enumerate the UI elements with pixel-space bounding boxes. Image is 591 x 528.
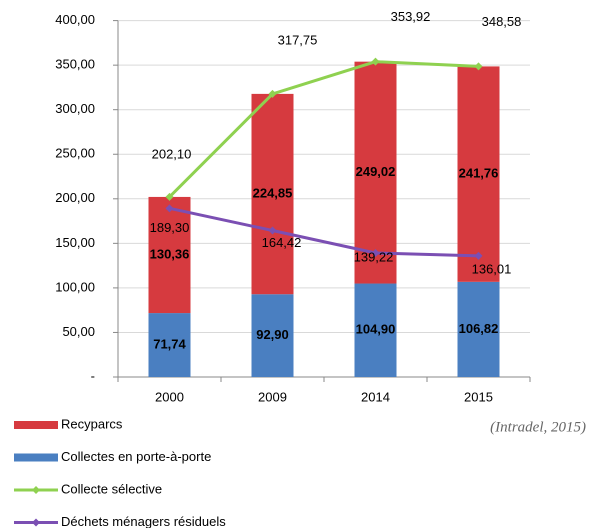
bar-value-label: 71,74 bbox=[153, 336, 186, 351]
marker bbox=[474, 62, 483, 71]
legend-label: Collecte sélective bbox=[61, 481, 162, 496]
x-tick-label: 2015 bbox=[464, 389, 493, 404]
bar-value-label: 241,76 bbox=[459, 166, 499, 181]
bar bbox=[148, 196, 191, 314]
bar-value-label: 224,85 bbox=[253, 185, 293, 200]
line-value-label: 139,22 bbox=[354, 249, 394, 264]
line-value-label: 202,10 bbox=[152, 146, 192, 161]
x-tick-label: 2014 bbox=[361, 389, 390, 404]
y-tick-label: 250,00 bbox=[55, 146, 95, 161]
marker bbox=[474, 251, 483, 260]
line bbox=[169, 206, 479, 258]
legend-label: Recyparcs bbox=[61, 416, 123, 431]
bar bbox=[251, 294, 294, 377]
bar-value-label: 130,36 bbox=[150, 246, 190, 261]
legend-swatch bbox=[14, 421, 58, 429]
bar bbox=[354, 61, 397, 284]
source: (Intradel, 2015) bbox=[490, 419, 586, 435]
bar-value-label: 104,90 bbox=[356, 322, 396, 337]
marker bbox=[165, 204, 174, 213]
bar bbox=[457, 66, 500, 282]
legend-marker bbox=[32, 486, 40, 494]
y-tick-label: 300,00 bbox=[55, 101, 95, 116]
legend-swatch bbox=[14, 453, 58, 462]
line-value-label: 348,58 bbox=[482, 14, 522, 29]
y-tick-label: 100,00 bbox=[55, 279, 95, 294]
marker bbox=[371, 57, 380, 66]
bar-value-label: 106,82 bbox=[459, 321, 499, 336]
bar bbox=[354, 283, 397, 377]
line bbox=[168, 60, 479, 198]
marker bbox=[371, 248, 380, 257]
line-value-label: 164,42 bbox=[262, 235, 302, 250]
y-tick-label: 200,00 bbox=[55, 190, 95, 205]
y-tick-label: - bbox=[91, 368, 95, 383]
line-value-label: 189,30 bbox=[150, 220, 190, 235]
x-tick-label: 2009 bbox=[258, 389, 287, 404]
bar-value-label: 92,90 bbox=[256, 327, 289, 342]
legend-label: Déchets ménagers résiduels bbox=[61, 514, 226, 528]
bar bbox=[251, 93, 294, 295]
legend-marker bbox=[32, 518, 40, 527]
line-value-label: 353,92 bbox=[391, 9, 431, 24]
y-tick-label: 400,00 bbox=[55, 12, 95, 27]
bar bbox=[457, 281, 500, 377]
marker bbox=[268, 89, 277, 98]
x-tick-label: 2000 bbox=[155, 389, 184, 404]
line-value-label: 317,75 bbox=[278, 32, 318, 47]
y-tick-label: 50,00 bbox=[62, 324, 95, 339]
y-tick-label: 350,00 bbox=[55, 57, 95, 72]
marker bbox=[268, 226, 277, 235]
bar-value-label: 249,02 bbox=[356, 164, 396, 179]
y-tick-label: 150,00 bbox=[55, 235, 95, 250]
line-value-label: 136,01 bbox=[472, 261, 512, 276]
marker bbox=[165, 192, 174, 201]
bar bbox=[148, 313, 191, 377]
legend-label: Collectes en porte-à-porte bbox=[61, 449, 211, 464]
